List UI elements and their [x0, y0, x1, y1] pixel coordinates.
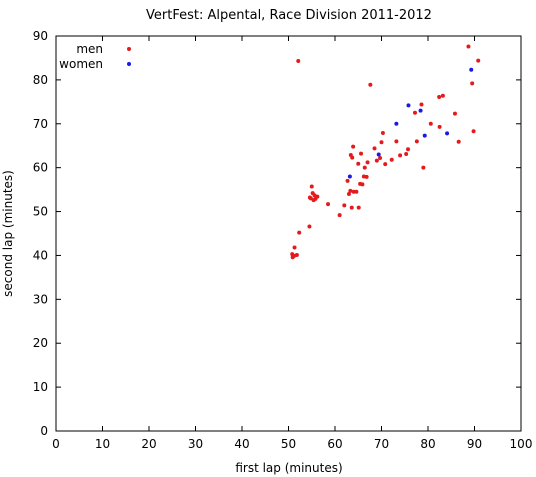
point-men — [412, 110, 417, 115]
y-axis-label: second lap (minutes) — [1, 170, 15, 297]
x-tick-label: 80 — [420, 437, 435, 451]
point-men — [414, 139, 419, 144]
chart-title: VertFest: Alpental, Race Division 2011-2… — [146, 8, 432, 23]
y-tick-label: 0 — [40, 424, 48, 438]
point-men — [351, 189, 356, 194]
point-men — [470, 81, 475, 86]
data-points — [290, 44, 481, 260]
legend-label-women: women — [59, 57, 103, 71]
point-men — [364, 174, 369, 179]
point-men — [476, 58, 481, 63]
point-men — [471, 129, 476, 134]
point-men — [398, 153, 403, 158]
point-men — [337, 213, 342, 218]
point-men — [406, 147, 411, 152]
point-men — [356, 205, 361, 210]
point-women — [418, 108, 423, 113]
point-men — [383, 162, 388, 167]
x-tick-label: 90 — [467, 437, 482, 451]
point-men — [297, 230, 302, 235]
x-tick-label: 60 — [327, 437, 342, 451]
point-men — [351, 144, 356, 149]
point-men — [452, 111, 457, 116]
point-men — [419, 102, 424, 107]
y-tick-label: 40 — [33, 248, 48, 262]
point-men — [437, 95, 442, 100]
point-men — [421, 165, 426, 170]
x-tick-label: 30 — [188, 437, 203, 451]
point-men — [368, 82, 373, 87]
point-women — [347, 174, 352, 179]
point-men — [346, 192, 351, 196]
point-men — [404, 152, 409, 157]
plot-area — [55, 35, 522, 432]
point-men — [380, 130, 385, 135]
x-tick-label: 10 — [95, 437, 110, 451]
y-tick-label: 90 — [33, 29, 48, 43]
point-men — [309, 184, 314, 189]
point-men — [296, 59, 301, 64]
point-women — [394, 121, 399, 126]
point-men — [356, 161, 361, 166]
axis-ticks: 0 10 20 30 40 50 60 70 80 90 100 0 10 20 30 40 50 60 70 80 9… — [33, 29, 533, 451]
point-men — [360, 182, 365, 187]
point-men — [359, 151, 364, 156]
point-men — [345, 178, 350, 183]
point-men — [349, 205, 354, 210]
point-men — [456, 139, 461, 144]
point-women — [406, 103, 411, 108]
point-men — [307, 224, 312, 229]
point-men — [294, 253, 299, 258]
x-tick-label: 70 — [374, 437, 389, 451]
y-tick-label: 80 — [33, 73, 48, 87]
point-men — [354, 189, 359, 194]
x-tick-label: 40 — [234, 437, 249, 451]
point-men — [292, 245, 297, 250]
point-men — [315, 194, 320, 199]
point-women — [469, 67, 474, 72]
point-men — [350, 155, 355, 160]
point-men — [372, 146, 377, 151]
legend-label-men: men — [76, 42, 103, 56]
x-tick-label: 20 — [141, 437, 156, 451]
y-tick-label: 70 — [33, 117, 48, 131]
point-women — [376, 152, 381, 157]
y-tick-label: 20 — [33, 336, 48, 350]
point-men — [440, 93, 445, 98]
point-men — [374, 158, 379, 163]
point-men — [389, 157, 394, 162]
point-women — [422, 133, 427, 138]
point-men — [365, 160, 370, 165]
point-men — [437, 124, 442, 129]
point-men — [394, 139, 399, 144]
x-tick-label: 50 — [281, 437, 296, 451]
x-tick-label: 0 — [52, 437, 60, 451]
point-men — [378, 156, 383, 161]
y-tick-label: 60 — [33, 161, 48, 175]
point-women — [445, 131, 450, 136]
point-men — [348, 188, 353, 193]
legend-marker-men — [127, 47, 131, 51]
point-men — [466, 44, 471, 49]
y-tick-label: 10 — [33, 380, 48, 394]
point-men — [342, 203, 347, 208]
point-men — [428, 121, 433, 126]
x-tick-label: 100 — [510, 437, 533, 451]
point-men — [362, 165, 367, 170]
point-men — [379, 140, 384, 145]
x-axis-label: first lap (minutes) — [235, 461, 342, 475]
legend-marker-women — [127, 62, 131, 66]
y-tick-label: 30 — [33, 292, 48, 306]
point-men — [326, 202, 331, 207]
y-tick-label: 50 — [33, 205, 48, 219]
